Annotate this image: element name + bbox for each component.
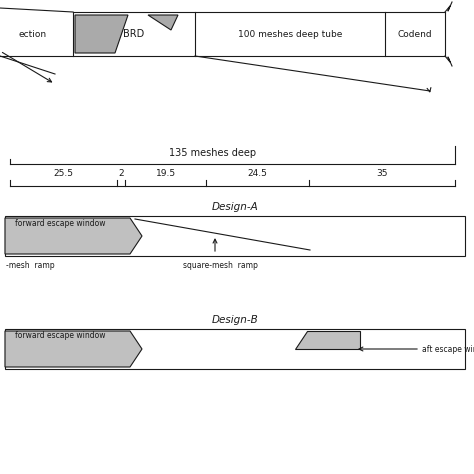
- Text: 135 meshes deep: 135 meshes deep: [169, 148, 256, 158]
- Text: Design-B: Design-B: [211, 315, 258, 325]
- Bar: [5, 329, 465, 369]
- Text: Codend: Codend: [398, 29, 432, 38]
- Text: -mesh  ramp: -mesh ramp: [6, 261, 55, 270]
- Text: 35: 35: [376, 169, 388, 178]
- Text: ection: ection: [19, 29, 47, 38]
- Polygon shape: [295, 331, 360, 349]
- Polygon shape: [5, 331, 142, 367]
- Bar: [5, 216, 465, 256]
- Text: BRD: BRD: [123, 29, 145, 39]
- Text: forward escape window: forward escape window: [15, 331, 105, 340]
- Text: 24.5: 24.5: [247, 169, 267, 178]
- Text: 2: 2: [118, 169, 124, 178]
- Text: 19.5: 19.5: [155, 169, 176, 178]
- Text: square-mesh  ramp: square-mesh ramp: [182, 261, 257, 270]
- Polygon shape: [148, 15, 178, 30]
- Polygon shape: [5, 218, 142, 254]
- Text: 100 meshes deep tube: 100 meshes deep tube: [238, 29, 342, 38]
- Text: 25.5: 25.5: [53, 169, 73, 178]
- Text: aft escape window: aft escape window: [422, 345, 474, 354]
- Text: forward escape window: forward escape window: [15, 219, 105, 228]
- Polygon shape: [75, 15, 128, 53]
- Text: Design-A: Design-A: [211, 202, 258, 212]
